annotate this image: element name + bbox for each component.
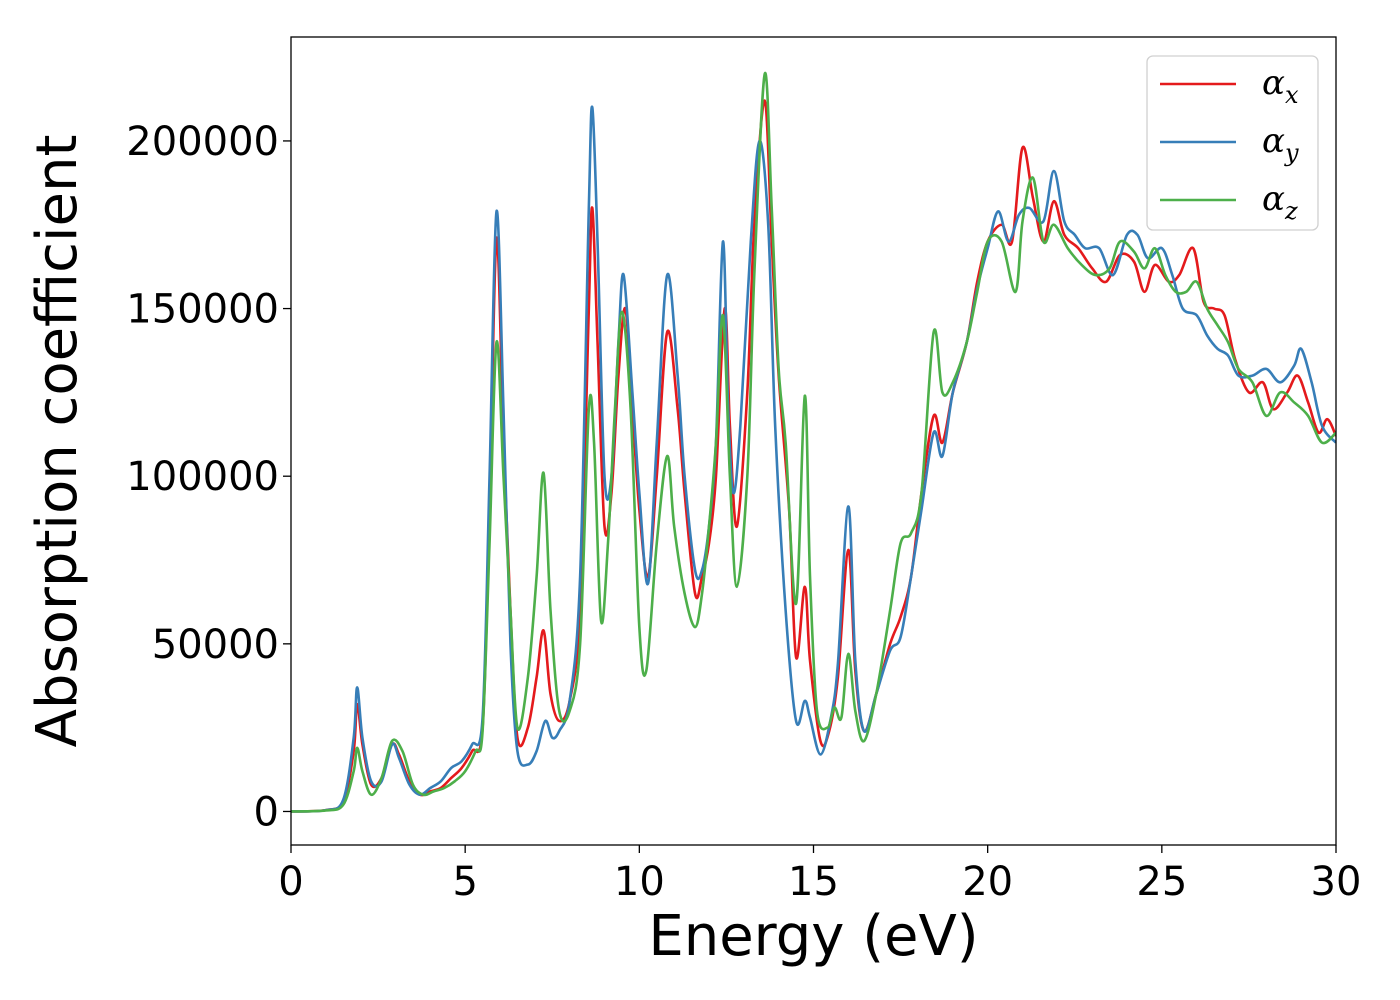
y-tick-label: 100000 [126,454,279,500]
x-tick-label: 0 [278,859,303,905]
y-tick-label: 150000 [126,287,279,333]
y-axis-label: Absorption coefficient [25,135,90,748]
x-tick-label: 10 [614,859,665,905]
series-line-z [291,71,1336,813]
legend-label-x: αx [1262,63,1299,109]
x-axis-label: Energy (eV) [648,904,978,969]
x-tick-label: 20 [962,859,1013,905]
plot-lines [291,71,1336,813]
y-tick-label: 0 [254,789,279,835]
x-tick-label: 25 [1136,859,1187,905]
x-tick-label: 5 [452,859,477,905]
y-axis-ticks: 0 50000 100000 150000 200000 [126,119,291,835]
legend-label-y: αy [1262,121,1299,167]
y-tick-label: 200000 [126,119,279,165]
x-tick-label: 15 [788,859,839,905]
y-tick-label: 50000 [152,622,279,668]
x-tick-label: 30 [1311,859,1362,905]
x-axis-ticks: 0 5 10 15 20 25 30 [278,845,1361,905]
